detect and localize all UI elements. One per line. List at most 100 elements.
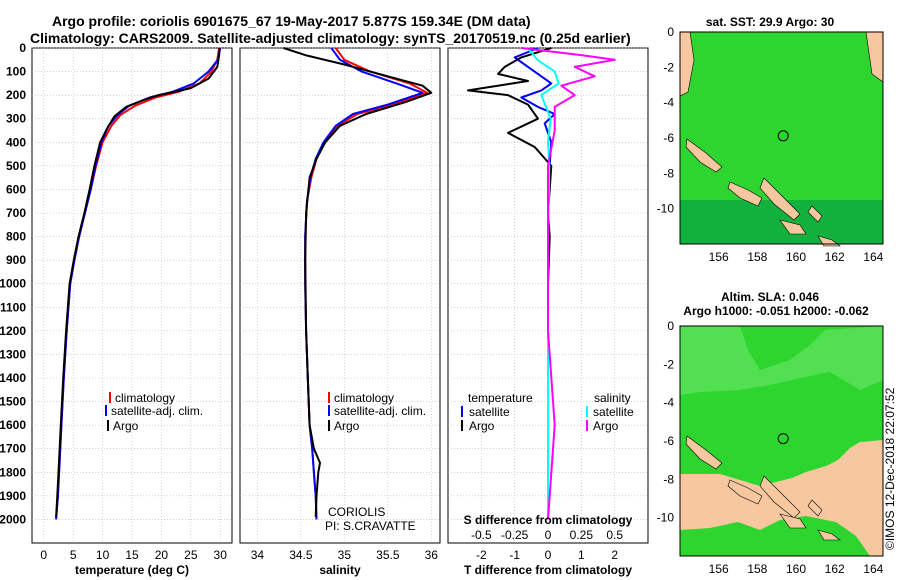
temperature-tick-label: 30 [214,548,228,562]
depth-tick-label: 600 [6,182,26,196]
depth-tick-label: 500 [6,159,26,173]
depth-tick-label: 1300 [0,347,26,361]
legend-title-salinity: salinity [594,391,631,405]
difference-s-xlabel: S difference from climatology [464,513,633,527]
salinity-tick-label: 36 [425,548,439,562]
legend-label-climatology: climatology [115,391,175,405]
depth-tick-label: 100 [6,65,26,79]
map-tick-labels: 156 158 160 162 164 0 -2 -4 -6 -8 -10 156 158 160 162 1… [657,25,884,576]
sla-map-island-malaita [807,499,823,517]
difference-xlabel: T difference from climatology [464,563,632,577]
sla-lon-tick-label: 158 [747,562,767,576]
salinity-tick-label: 34.5 [289,548,313,562]
sst-lon-tick-label: 156 [709,250,729,264]
legend-label-s-satellite: satellite [593,405,634,419]
difference-s-tick-label: -0.25 [501,528,529,542]
figure-title-line1: Argo profile: coriolis 6901675_67 19-May… [52,13,531,29]
sla-map-frame [679,325,884,557]
difference-s-tick-label: 0.25 [570,528,594,542]
difference-t-tick-label: 0 [545,548,552,562]
series-line-temperature-argo [55,47,221,518]
sla-map-high-anomaly-band [680,326,883,395]
sla-lat-tick-label: -6 [663,434,674,448]
sst-lat-tick-label: -4 [663,96,674,110]
temperature-legend: climatology satellite-adj. clim. Argo [105,391,203,433]
sla-map-argo-marker [777,433,789,445]
depth-tick-label: 1500 [0,395,26,409]
depth-tick-label: 1000 [0,277,26,291]
sst-map-frame [679,31,884,245]
sst-lat-tick-label: -8 [663,166,674,180]
legend-label-argo: Argo [334,419,360,433]
depth-tick-label: 1200 [0,324,26,338]
difference-s-tick-label: 0 [545,528,552,542]
legend-label-t-argo: Argo [469,419,495,433]
depth-tick-label: 1800 [0,465,26,479]
sla-lat-tick-label: -4 [663,396,674,410]
depth-tick-label: 700 [6,206,26,220]
temperature-tick-label: 0 [40,548,47,562]
sst-lon-tick-label: 164 [863,250,883,264]
sst-map-argo-marker [777,130,789,142]
depth-tick-label: 200 [6,88,26,102]
sla-lon-tick-label: 164 [863,562,883,576]
sla-lat-tick-label: -10 [657,511,675,525]
sst-lat-tick-label: -10 [657,202,675,216]
legend-label-satellite: satellite-adj. clim. [111,404,203,418]
legend-title-temperature: temperature [468,391,533,405]
sla-lon-tick-label: 162 [825,562,845,576]
sla-map-island-new-georgia [727,479,763,505]
depth-tick-label: 900 [6,253,26,267]
sst-lon-tick-label: 160 [786,250,806,264]
depth-tick-labels: 0 100 200 300 400 500 600 700 800 900 1000 1100 1200… [0,41,26,526]
sst-map-island-guadalcanal [779,219,807,235]
salinity-xlabel: salinity [319,563,361,577]
temperature-tick-label: 15 [125,548,139,562]
sla-map-title-line2: Argo h1000: -0.051 h2000: -0.062 [683,304,869,318]
sst-map-title: sat. SST: 29.9 Argo: 30 [706,15,835,29]
sla-map-island-makira [817,529,841,541]
sla-lon-tick-label: 156 [709,562,729,576]
depth-tick-label: 1400 [0,371,26,385]
sla-map [679,325,884,557]
series-layer [55,47,616,520]
sst-lat-tick-label: -2 [663,60,674,74]
difference-legend: temperature salinity satellite Argo sate… [461,391,634,433]
series-line-difference-t-argo [467,47,553,518]
difference-t-tick-label: -1 [509,548,520,562]
sst-map-island-malaita [807,205,823,223]
sst-lat-tick-label: 0 [667,25,674,39]
sla-lat-tick-label: -8 [663,472,674,486]
legend-label-climatology: climatology [334,391,394,405]
sst-lat-tick-label: -6 [663,131,674,145]
depth-tick-label: 1900 [0,489,26,503]
legend-label-t-satellite: satellite [469,405,510,419]
temperature-tick-label: 25 [184,548,198,562]
depth-tick-label: 800 [6,230,26,244]
sst-lon-tick-label: 162 [825,250,845,264]
depth-tick-label: 400 [6,135,26,149]
sla-lat-tick-label: 0 [667,319,674,333]
sla-map-island-guadalcanal [779,513,807,529]
pi-note: PI: S.CRAVATTE [325,519,416,533]
sst-map-island-isabel [759,177,801,221]
depth-tick-label: 1100 [0,300,26,314]
salinity-tick-label: 35 [338,548,352,562]
depth-tick-label: 2000 [0,512,26,526]
sst-map-island-new-georgia [727,181,763,207]
sst-map [679,31,884,247]
sla-lat-tick-label: -2 [663,357,674,371]
legend-label-s-argo: Argo [593,419,619,433]
depth-tick-label: 1700 [0,442,26,456]
salinity-legend: climatology satellite-adj. clim. Argo CO… [325,391,426,533]
depth-tick-label: 300 [6,112,26,126]
series-line-salinity-argo [283,47,433,518]
difference-t-tick-label: -2 [476,548,487,562]
imos-watermark: ©IMOS 12-Dec-2018 22:07:52 [883,387,897,550]
difference-s-tick-label: -0.5 [471,528,492,542]
sla-map-island-choiseul [685,435,723,470]
sst-map-island-choiseul [685,138,723,173]
temperature-xlabel: temperature (deg C) [75,563,189,577]
difference-s-tick-label: 0.5 [606,528,623,542]
sla-map-title-line1: Altim. SLA: 0.046 [721,290,819,304]
